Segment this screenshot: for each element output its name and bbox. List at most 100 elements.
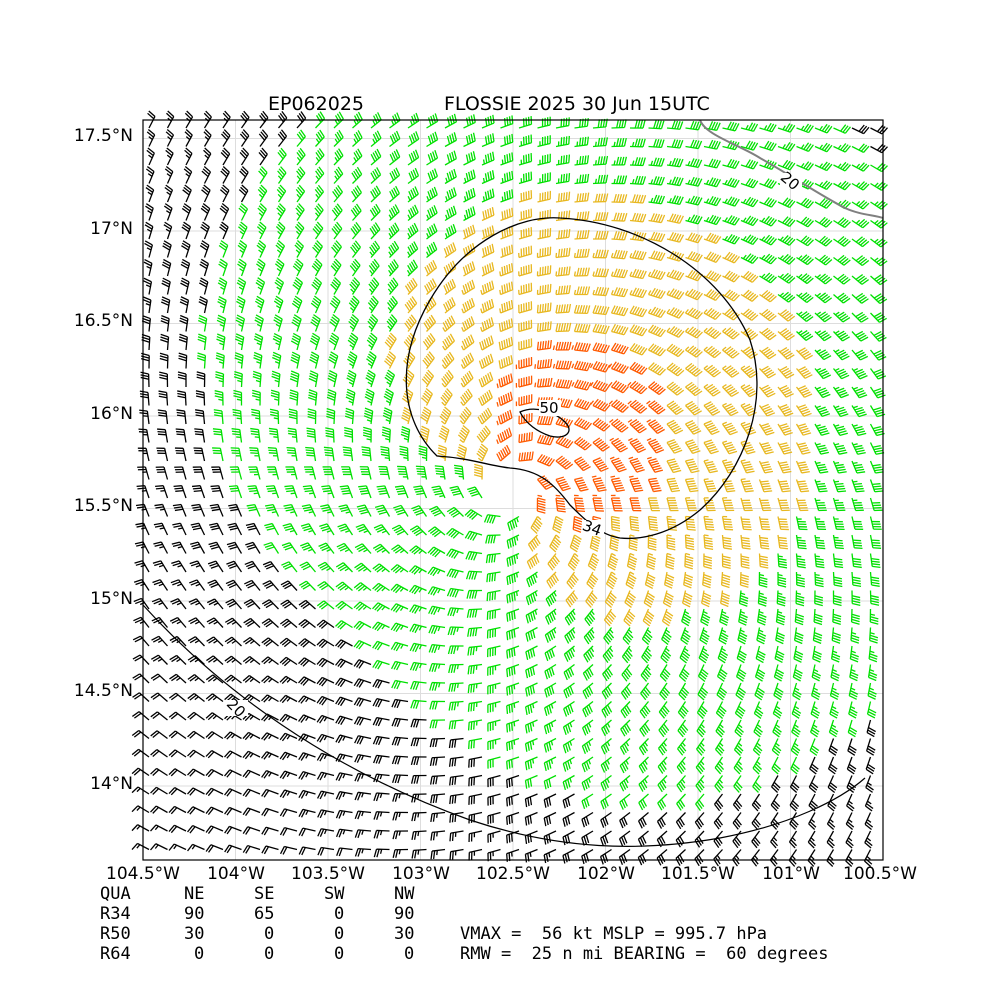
wind-barb <box>814 235 833 247</box>
wind-barb <box>150 749 168 758</box>
wind-barb <box>353 620 372 631</box>
wind-barb <box>524 793 538 808</box>
wind-barb <box>196 371 206 388</box>
wind-barb <box>717 645 729 664</box>
wind-barb <box>316 657 335 668</box>
wind-barb <box>543 756 557 772</box>
wind-barb <box>485 534 501 544</box>
wind-barb <box>316 695 335 706</box>
wind-barb <box>628 437 647 454</box>
wind-barb <box>629 287 648 299</box>
map-frame <box>142 119 884 861</box>
wind-barb <box>155 466 169 480</box>
wind-barb <box>611 212 628 222</box>
wind-barb <box>317 790 335 800</box>
wind-barb <box>648 138 665 149</box>
wind-barb <box>444 168 457 185</box>
wind-barb <box>759 327 777 341</box>
wind-barb <box>390 622 409 633</box>
wind-barb <box>400 426 411 443</box>
wind-barb <box>140 371 150 388</box>
wind-barb <box>555 154 571 166</box>
wind-barb <box>751 830 761 849</box>
wind-barb <box>703 439 719 455</box>
wind-barb <box>646 419 665 434</box>
wind-barb <box>205 787 224 797</box>
wind-barb <box>500 170 514 185</box>
wind-barb <box>507 515 520 532</box>
wind-barb <box>629 119 646 129</box>
wind-barb <box>758 497 772 512</box>
wind-barb <box>846 756 857 775</box>
wind-barb <box>308 389 318 406</box>
wind-barb <box>869 590 880 606</box>
wind-barb <box>266 466 280 480</box>
wind-barb <box>628 534 638 552</box>
wind-barb <box>722 289 740 302</box>
wind-barb <box>409 623 427 634</box>
wind-barb <box>404 314 417 332</box>
wind-barb <box>829 682 840 701</box>
wind-barb <box>869 405 886 418</box>
wind-barb <box>759 159 777 170</box>
wind-barb <box>449 793 464 805</box>
wind-barb <box>171 560 187 573</box>
wind-barb <box>864 793 874 812</box>
wind-barb <box>460 352 475 370</box>
wind-barb <box>789 775 800 793</box>
contour-label-34: 34 <box>580 516 604 539</box>
wind-barb <box>620 701 632 719</box>
wind-barb <box>758 422 775 436</box>
wind-barb <box>427 586 446 596</box>
wind-barb <box>574 136 589 148</box>
wind-barb <box>659 664 671 682</box>
wind-barb <box>478 371 494 388</box>
wind-barb <box>777 159 796 171</box>
wind-barb <box>545 590 557 607</box>
wind-barb <box>695 775 705 793</box>
wind-barb <box>173 485 187 499</box>
wind-barb <box>225 598 242 610</box>
wind-barb <box>487 793 501 806</box>
wind-barb <box>447 626 464 636</box>
wind-barb <box>195 409 206 425</box>
wind-barb <box>206 636 224 647</box>
wind-barb <box>703 270 722 282</box>
wind-barb <box>739 571 749 588</box>
table-header-ne: NE <box>184 884 205 904</box>
wind-barb <box>733 756 744 775</box>
wind-barb <box>600 830 612 847</box>
wind-barb <box>698 645 710 664</box>
wind-barb <box>256 240 267 258</box>
wind-barb <box>518 319 533 333</box>
wind-barb <box>303 466 317 480</box>
wind-barb <box>344 427 354 443</box>
wind-barb <box>571 360 592 372</box>
wind-barb <box>468 848 483 861</box>
wind-barb <box>320 504 335 517</box>
wind-barb <box>370 148 382 166</box>
wind-barb <box>316 733 335 743</box>
wind-barb <box>232 408 243 425</box>
wind-barb <box>465 550 483 561</box>
wind-barb <box>518 282 533 296</box>
wind-barb <box>389 167 401 185</box>
wind-barb <box>274 258 285 277</box>
wind-barb <box>851 255 870 267</box>
wind-barb <box>647 477 662 493</box>
wind-barb <box>373 792 390 802</box>
wind-barb <box>245 522 261 536</box>
wind-barb <box>279 770 298 780</box>
wind-barb <box>190 522 206 536</box>
wind-barb <box>647 515 659 532</box>
wind-barb <box>131 824 150 832</box>
wind-barb <box>353 639 372 650</box>
wind-barb <box>285 466 298 480</box>
wind-barb <box>696 738 706 756</box>
wind-barb <box>387 259 399 277</box>
wind-barb <box>722 365 740 378</box>
wind-barb <box>573 304 591 315</box>
wind-barb <box>869 553 881 568</box>
wind-barb <box>573 323 591 333</box>
wind-barb <box>589 361 611 373</box>
